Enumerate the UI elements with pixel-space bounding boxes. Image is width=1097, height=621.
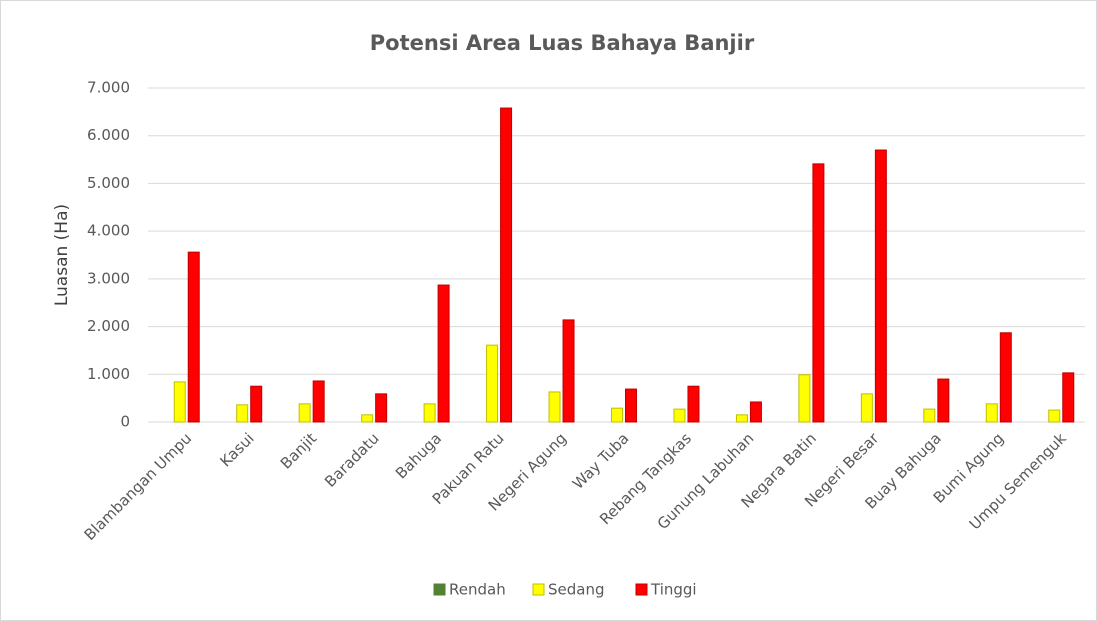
bar — [985, 403, 998, 423]
bar — [625, 388, 637, 423]
bar — [860, 393, 873, 423]
legend-swatch — [635, 583, 648, 596]
bar — [548, 391, 561, 423]
bar — [812, 163, 825, 423]
y-tick-label: 1.000 — [87, 365, 130, 383]
y-tick-label: 3.000 — [87, 269, 130, 287]
legend-swatch — [532, 583, 545, 596]
bar — [187, 251, 200, 423]
legend-swatch — [433, 583, 446, 596]
bar — [673, 408, 686, 423]
y-tick-label: 2.000 — [87, 317, 130, 335]
bar — [173, 381, 186, 423]
bar — [361, 414, 374, 423]
legend-label: Sedang — [548, 581, 605, 599]
chart-title: Potensi Area Luas Bahaya Banjir — [370, 31, 755, 55]
bar — [611, 407, 623, 423]
bar — [312, 380, 325, 423]
bar — [236, 404, 249, 423]
bar — [749, 401, 762, 423]
bar — [999, 332, 1012, 423]
bar — [375, 393, 388, 423]
bar — [923, 408, 936, 423]
bar — [1062, 372, 1075, 423]
y-tick-label: 7.000 — [87, 79, 130, 97]
legend-label: Tinggi — [650, 581, 697, 599]
bar — [500, 107, 513, 423]
bar — [874, 149, 887, 423]
bar — [1048, 409, 1061, 423]
bar — [937, 378, 950, 423]
y-tick-label: 6.000 — [87, 126, 130, 144]
bar — [798, 374, 811, 423]
legend-label: Rendah — [449, 581, 506, 599]
bar — [486, 344, 499, 423]
y-tick-label: 5.000 — [87, 174, 130, 192]
bar — [437, 284, 450, 423]
y-axis-label: Luasan (Ha) — [52, 204, 72, 306]
bar — [423, 403, 436, 423]
bar — [562, 319, 575, 423]
bar — [250, 385, 263, 423]
bar — [687, 385, 700, 423]
y-tick-label: 4.000 — [87, 222, 130, 240]
y-tick-label: 0 — [120, 413, 130, 431]
bar — [298, 403, 311, 423]
bar — [735, 414, 748, 423]
